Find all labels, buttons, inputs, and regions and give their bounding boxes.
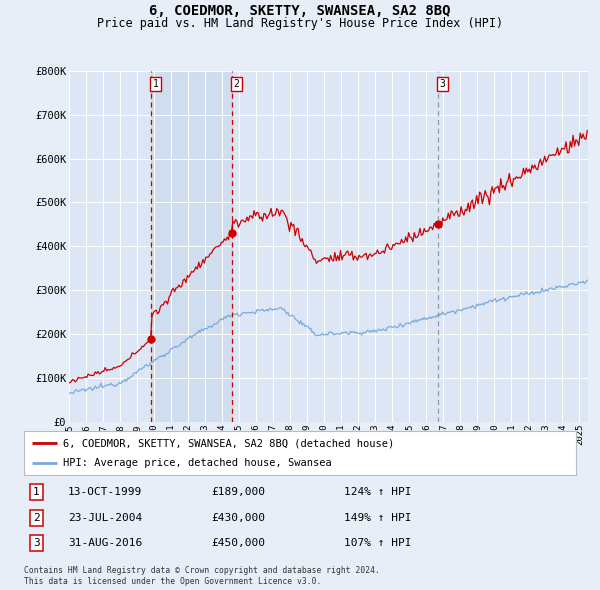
- Text: £189,000: £189,000: [212, 487, 266, 497]
- Text: 149% ↑ HPI: 149% ↑ HPI: [344, 513, 412, 523]
- Text: 6, COEDMOR, SKETTY, SWANSEA, SA2 8BQ (detached house): 6, COEDMOR, SKETTY, SWANSEA, SA2 8BQ (de…: [62, 438, 394, 448]
- Text: 2: 2: [33, 513, 40, 523]
- Text: HPI: Average price, detached house, Swansea: HPI: Average price, detached house, Swan…: [62, 458, 331, 467]
- Text: £450,000: £450,000: [212, 538, 266, 548]
- Text: 31-AUG-2016: 31-AUG-2016: [68, 538, 142, 548]
- Text: 2: 2: [234, 79, 239, 89]
- Text: 3: 3: [33, 538, 40, 548]
- Text: 124% ↑ HPI: 124% ↑ HPI: [344, 487, 412, 497]
- Text: £430,000: £430,000: [212, 513, 266, 523]
- Text: 23-JUL-2004: 23-JUL-2004: [68, 513, 142, 523]
- Text: This data is licensed under the Open Government Licence v3.0.: This data is licensed under the Open Gov…: [24, 577, 322, 586]
- Text: 1: 1: [33, 487, 40, 497]
- Text: 13-OCT-1999: 13-OCT-1999: [68, 487, 142, 497]
- Text: 107% ↑ HPI: 107% ↑ HPI: [344, 538, 412, 548]
- Text: Price paid vs. HM Land Registry's House Price Index (HPI): Price paid vs. HM Land Registry's House …: [97, 17, 503, 30]
- Text: 1: 1: [152, 79, 158, 89]
- Text: Contains HM Land Registry data © Crown copyright and database right 2024.: Contains HM Land Registry data © Crown c…: [24, 566, 380, 575]
- Bar: [151, 71, 232, 422]
- Text: 3: 3: [440, 79, 446, 89]
- Text: 6, COEDMOR, SKETTY, SWANSEA, SA2 8BQ: 6, COEDMOR, SKETTY, SWANSEA, SA2 8BQ: [149, 4, 451, 18]
